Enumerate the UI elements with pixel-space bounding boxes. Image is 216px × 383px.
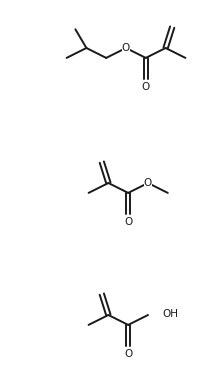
Text: O: O [144,178,152,188]
Text: O: O [122,43,130,53]
Text: OH: OH [162,309,178,319]
Text: O: O [124,217,132,227]
Text: O: O [124,349,132,359]
Text: O: O [142,82,150,92]
